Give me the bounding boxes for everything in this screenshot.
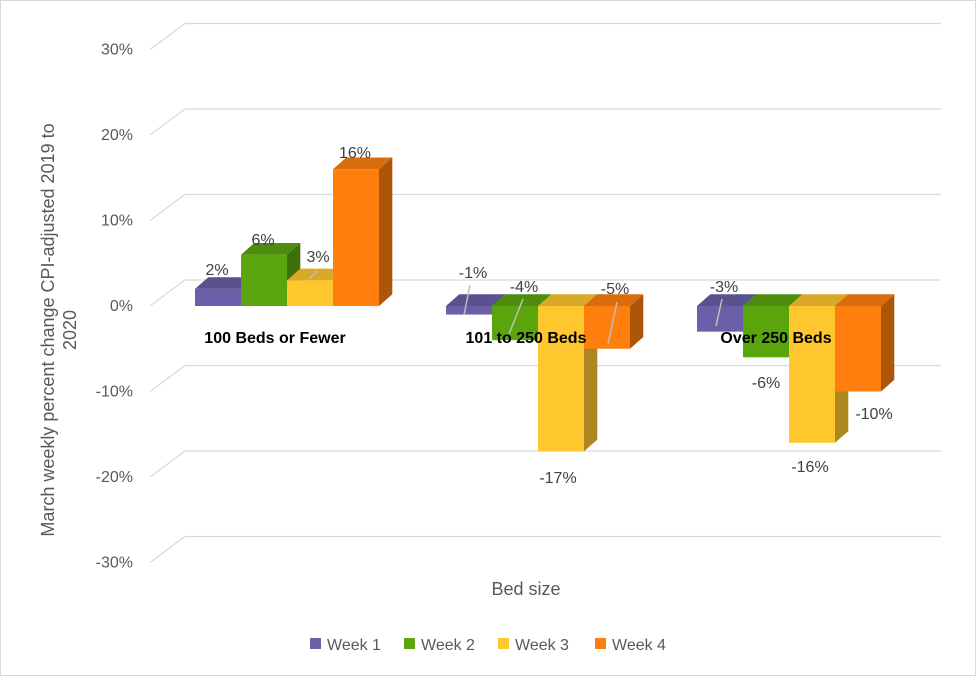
gridline-side [149, 23, 186, 50]
bar-top [195, 277, 255, 289]
bar-top [446, 294, 506, 306]
gridline-side [149, 450, 186, 478]
bar-top [697, 294, 757, 306]
bar-front [492, 306, 538, 341]
data-label: 16% [339, 145, 371, 162]
data-label: -3% [710, 279, 738, 296]
legend-swatch [310, 638, 321, 649]
bar-side [379, 157, 393, 306]
leader-line [508, 298, 524, 335]
bar-front [789, 306, 835, 443]
bar-front [195, 288, 241, 306]
category-label: Over 250 Beds [720, 330, 831, 347]
data-label: 2% [205, 262, 228, 279]
data-label: -16% [791, 459, 828, 476]
bar-side [630, 294, 644, 349]
gridline-side [149, 365, 186, 392]
gridline-side [149, 279, 186, 307]
bar-front [333, 169, 379, 306]
data-label: -17% [539, 470, 576, 487]
x-axis-title: Bed size [491, 579, 560, 599]
bar-front [446, 306, 492, 315]
data-label: 3% [306, 249, 329, 266]
bar-top [789, 294, 849, 306]
data-label: -5% [601, 281, 629, 298]
legend-label: Week 1 [327, 637, 381, 654]
gridline-side [149, 194, 186, 221]
legend-label: Week 4 [612, 637, 666, 654]
gridline-side [149, 108, 186, 136]
data-label: -1% [459, 265, 487, 282]
bar-top [492, 294, 552, 306]
bar-top [241, 243, 301, 255]
data-label: -10% [855, 406, 892, 423]
category-label: 101 to 250 Beds [466, 330, 587, 347]
leader-line [715, 298, 723, 327]
y-tick-label: 30% [101, 42, 133, 59]
legend-swatch [498, 638, 509, 649]
y-tick-label: 0% [110, 298, 133, 315]
bar-front [743, 306, 789, 358]
y-tick-label: -30% [96, 555, 133, 572]
bar-top [584, 294, 644, 306]
gridline-side [149, 536, 186, 563]
y-tick-label: -20% [96, 469, 133, 486]
legend-swatch [595, 638, 606, 649]
legend-label: Week 2 [421, 637, 475, 654]
y-tick-label: 10% [101, 213, 133, 230]
y-axis-title: March weekly percent change CPI-adjusted… [38, 123, 80, 536]
y-tick-label: -10% [96, 384, 133, 401]
bar-front [287, 280, 333, 306]
bar-top [743, 294, 803, 306]
data-label: -6% [752, 375, 780, 392]
bar-front [835, 306, 881, 392]
legend-label: Week 3 [515, 637, 569, 654]
leader-line [308, 270, 318, 280]
data-label: 6% [251, 232, 274, 249]
bar-side [881, 294, 895, 392]
y-tick-label: 20% [101, 127, 133, 144]
data-label: -4% [510, 279, 538, 296]
y-axis-title-line-2: 2020 [60, 310, 80, 350]
bar-front [538, 306, 584, 452]
legend-swatch [404, 638, 415, 649]
leader-line [607, 301, 618, 345]
bar-top [538, 294, 598, 306]
bar-top [835, 294, 895, 306]
leader-line [463, 284, 471, 316]
bar-top [287, 268, 347, 281]
bar-front [241, 254, 287, 306]
bar-top [333, 157, 393, 170]
y-axis-title-line-1: March weekly percent change CPI-adjusted… [38, 123, 58, 536]
category-label: 100 Beds or Fewer [204, 330, 345, 347]
bar-front [584, 306, 630, 349]
